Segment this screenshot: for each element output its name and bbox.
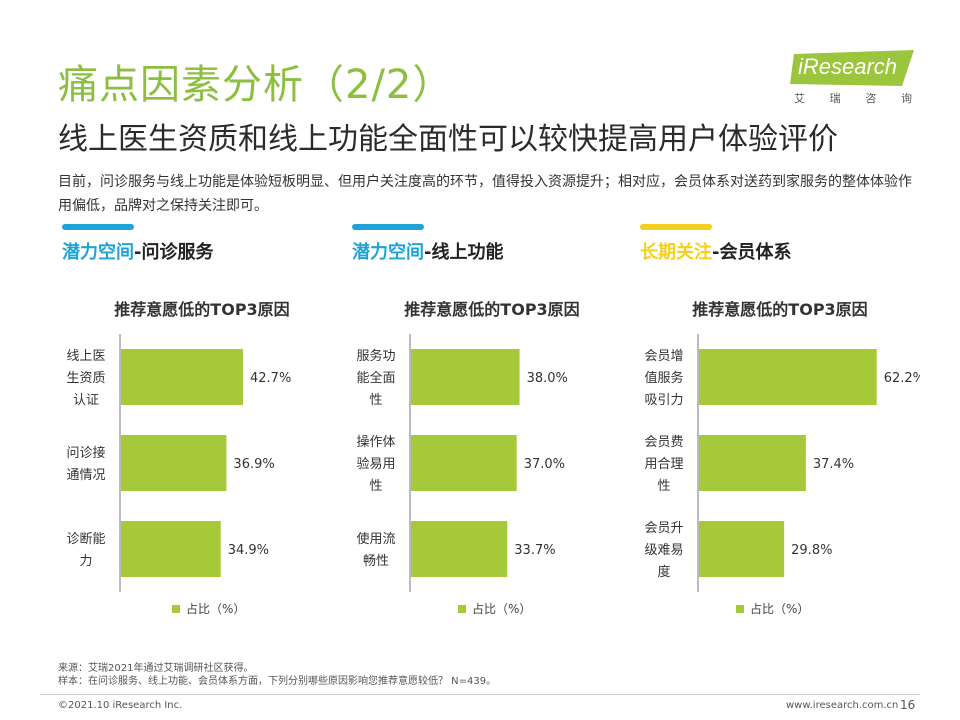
category-label-line: 用合理 bbox=[644, 457, 683, 472]
logo-cn-text: 艾 瑞 咨 询 bbox=[794, 90, 912, 106]
panel-heading-rest: -会员体系 bbox=[712, 242, 792, 263]
category-label: 会员增值服务吸引力 bbox=[644, 349, 683, 408]
chart-legend: 占比（%） bbox=[458, 600, 531, 617]
logo-banner-icon bbox=[790, 50, 914, 86]
category-label-line: 会员升 bbox=[644, 521, 683, 536]
website-link[interactable]: www.iresearch.com.cn bbox=[786, 700, 899, 711]
panel-heading-rest: -问诊服务 bbox=[134, 242, 214, 263]
bar-chart-consultation: 42.7% 线上医生资质认证 36.9% 问诊接通情况 34.9% 诊断能力 bbox=[66, 334, 291, 592]
panel-accent-bar bbox=[640, 224, 712, 230]
value-label: 37.4% bbox=[813, 457, 854, 472]
chart-title: 推荐意愿低的TOP3原因 bbox=[404, 300, 580, 319]
bar bbox=[121, 435, 227, 491]
iresearch-logo: iResearch 艾 瑞 咨 询 bbox=[790, 48, 920, 110]
legend-swatch bbox=[736, 604, 744, 613]
panel-heading: 潜力空间-问诊服务 bbox=[62, 238, 213, 264]
category-label-line: 值服务 bbox=[644, 370, 683, 386]
panel-heading: 长期关注-会员体系 bbox=[640, 238, 791, 264]
panel-tag: 长期关注 bbox=[640, 242, 712, 263]
category-label: 操作体验易用性 bbox=[356, 434, 395, 494]
panel-membership: 长期关注-会员体系 推荐意愿低的TOP3原因 62.2% 会员增值服务吸引力 37.… bbox=[640, 224, 930, 624]
chart-title: 推荐意愿低的TOP3原因 bbox=[114, 300, 290, 319]
category-label-line: 性 bbox=[369, 479, 382, 494]
page-subtitle: 线上医生资质和线上功能全面性可以较快提高用户体验评价 bbox=[58, 122, 838, 157]
category-label-line: 性 bbox=[657, 479, 670, 494]
value-label: 42.7% bbox=[250, 371, 291, 386]
category-label-line: 力 bbox=[79, 554, 92, 569]
logo-cn-char: 瑞 bbox=[829, 92, 841, 105]
chart-title: 推荐意愿低的TOP3原因 bbox=[692, 300, 868, 319]
panel-tag: 潜力空间 bbox=[352, 242, 424, 263]
legend-label: 占比（%） bbox=[472, 602, 532, 616]
category-label-line: 畅性 bbox=[363, 554, 389, 569]
panel-online-features: 潜力空间-线上功能 推荐意愿低的TOP3原因 38.0% 服务功能全面性 37.0%… bbox=[352, 224, 642, 624]
chart-legend: 占比（%） bbox=[736, 600, 809, 617]
bar bbox=[121, 521, 221, 577]
category-label-line: 操作体 bbox=[356, 434, 395, 450]
category-label-line: 认证 bbox=[73, 393, 99, 408]
category-label-line: 会员费 bbox=[644, 435, 683, 450]
value-label: 38.0% bbox=[527, 371, 568, 386]
panel-accent-bar bbox=[352, 224, 424, 230]
copyright-text: ©2021.10 iResearch Inc. bbox=[58, 700, 183, 711]
value-label: 36.9% bbox=[233, 457, 274, 472]
value-label: 34.9% bbox=[228, 543, 269, 558]
category-label: 诊断能力 bbox=[66, 532, 105, 569]
logo-brand-text: iResearch bbox=[798, 54, 898, 79]
category-label: 服务功能全面性 bbox=[356, 348, 395, 408]
category-label-line: 问诊接 bbox=[66, 445, 105, 461]
sample-note: 样本：在问诊服务、线上功能、会员体系方面，下列分别哪些原因影响您推荐意愿较低？ … bbox=[58, 676, 497, 687]
page-number: 16 bbox=[900, 698, 916, 712]
logo-cn-char: 询 bbox=[900, 92, 912, 105]
page-title: 痛点因素分析（2/2） bbox=[58, 62, 454, 108]
bar bbox=[411, 349, 520, 405]
bar bbox=[699, 521, 785, 577]
category-label-line: 生资质 bbox=[66, 371, 105, 386]
legend-label: 占比（%） bbox=[186, 602, 246, 616]
category-label-line: 性 bbox=[369, 393, 382, 408]
value-label: 29.8% bbox=[791, 543, 832, 558]
category-label-line: 会员增 bbox=[644, 349, 683, 364]
panel-heading-rest: -线上功能 bbox=[424, 242, 504, 263]
category-label: 问诊接通情况 bbox=[66, 445, 105, 483]
bar bbox=[411, 435, 517, 491]
panel-heading: 潜力空间-线上功能 bbox=[352, 238, 503, 264]
value-label: 37.0% bbox=[524, 457, 565, 472]
category-label-line: 通情况 bbox=[66, 468, 105, 483]
legend-swatch bbox=[172, 604, 180, 613]
panel-tag: 潜力空间 bbox=[62, 242, 134, 263]
category-label-line: 诊断能 bbox=[66, 532, 105, 547]
category-label: 会员升级难易度 bbox=[644, 521, 683, 580]
value-label: 62.2% bbox=[884, 371, 920, 386]
source-note: 来源：艾瑞2021年通过艾瑞调研社区获得。 bbox=[58, 663, 254, 674]
category-label-line: 度 bbox=[657, 564, 670, 580]
category-label: 使用流畅性 bbox=[356, 531, 395, 569]
footer-divider bbox=[40, 694, 920, 695]
category-label: 会员费用合理性 bbox=[644, 435, 683, 494]
bar bbox=[699, 349, 877, 405]
category-label-line: 能全面 bbox=[356, 370, 395, 386]
category-label-line: 服务功 bbox=[356, 348, 395, 364]
category-label-line: 线上医 bbox=[66, 349, 105, 364]
category-label-line: 验易用 bbox=[356, 456, 395, 472]
panel-consultation: 潜力空间-问诊服务 推荐意愿低的TOP3原因 42.7% 线上医生资质认证 36.9… bbox=[62, 224, 352, 624]
logo-cn-char: 艾 bbox=[794, 92, 805, 105]
legend-swatch bbox=[458, 604, 466, 613]
category-label-line: 吸引力 bbox=[644, 393, 683, 408]
bar bbox=[411, 521, 508, 577]
category-label-line: 级难易 bbox=[644, 543, 683, 558]
logo-cn-char: 咨 bbox=[865, 92, 877, 105]
bar bbox=[699, 435, 806, 491]
bar-chart-membership: 62.2% 会员增值服务吸引力 37.4% 会员费用合理性 29.8% 会员升级难易度 bbox=[644, 334, 920, 592]
footer-source: 来源：艾瑞2021年通过艾瑞调研社区获得。 样本：在问诊服务、线上功能、会员体系… bbox=[58, 662, 496, 688]
legend-label: 占比（%） bbox=[750, 602, 810, 616]
value-label: 33.7% bbox=[514, 543, 555, 558]
chart-legend: 占比（%） bbox=[172, 600, 245, 617]
panel-accent-bar bbox=[62, 224, 134, 230]
category-label-line: 使用流 bbox=[356, 531, 395, 547]
category-label: 线上医生资质认证 bbox=[66, 349, 105, 408]
bar bbox=[121, 349, 243, 405]
description-text: 目前，问诊服务与线上功能是体验短板明显、但用户关注度高的环节，值得投入资源提升；… bbox=[58, 174, 912, 214]
